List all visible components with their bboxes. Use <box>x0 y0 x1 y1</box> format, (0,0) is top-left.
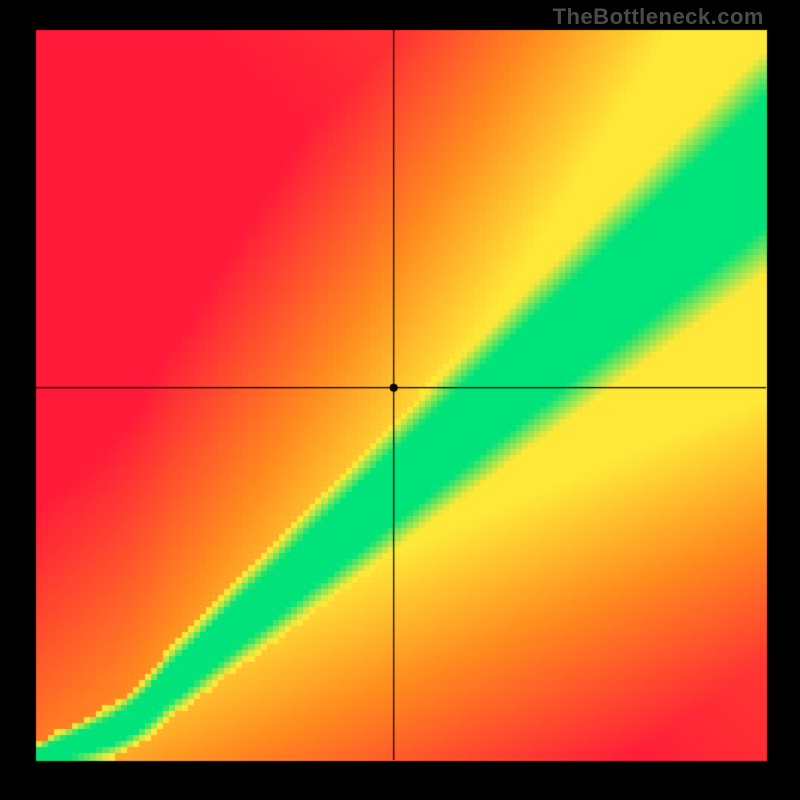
bottleneck-heatmap <box>0 0 800 800</box>
watermark-text: TheBottleneck.com <box>553 4 764 30</box>
chart-container: TheBottleneck.com <box>0 0 800 800</box>
